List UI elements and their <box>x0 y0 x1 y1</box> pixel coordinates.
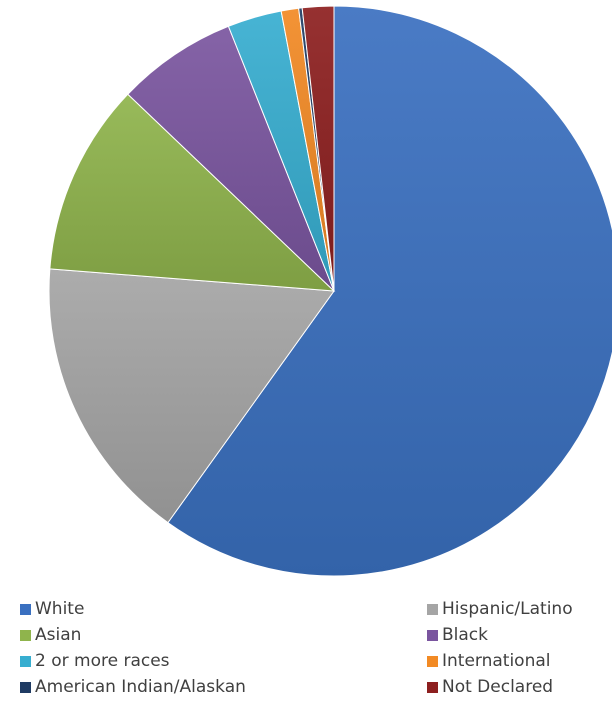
pie-chart <box>48 5 612 577</box>
legend-label: Hispanic/Latino <box>442 599 573 619</box>
pie-slice-hispanic-latino <box>48 268 335 524</box>
legend-item-black: Black <box>427 623 488 647</box>
legend-swatch <box>427 603 438 615</box>
legend-swatch <box>427 629 438 641</box>
legend-label: Not Declared <box>442 677 554 697</box>
legend-swatch <box>20 681 31 693</box>
legend-item-american-indian-alaskan: American Indian/Alaskan <box>20 675 246 699</box>
pie-slice-black <box>127 25 335 292</box>
legend-swatch <box>20 655 31 667</box>
legend-swatch <box>20 629 31 641</box>
legend-item-hispanic-latino: Hispanic/Latino <box>427 597 573 621</box>
legend-label: American Indian/Alaskan <box>35 677 246 697</box>
pie-slices <box>48 5 612 577</box>
legend-swatch <box>20 603 31 615</box>
pie-slice-asian <box>49 93 336 292</box>
legend-item-white: White <box>20 597 84 621</box>
legend-label: White <box>35 599 85 619</box>
legend-label: 2 or more races <box>35 651 170 671</box>
legend-item-international: International <box>427 649 551 673</box>
legend-item-asian: Asian <box>20 623 81 647</box>
legend: White Hispanic/Latino Asian Black 2 or more … <box>0 597 612 722</box>
legend-item-2-or-more-races: 2 or more races <box>20 649 170 673</box>
legend-swatch <box>427 681 438 693</box>
legend-swatch <box>427 655 438 667</box>
pie-slice-white <box>167 5 612 577</box>
legend-label: Asian <box>35 625 82 645</box>
pie-slice-not-declared <box>301 5 335 292</box>
legend-label: Black <box>442 625 488 645</box>
legend-item-not-declared: Not Declared <box>427 675 553 699</box>
legend-label: International <box>442 651 551 671</box>
